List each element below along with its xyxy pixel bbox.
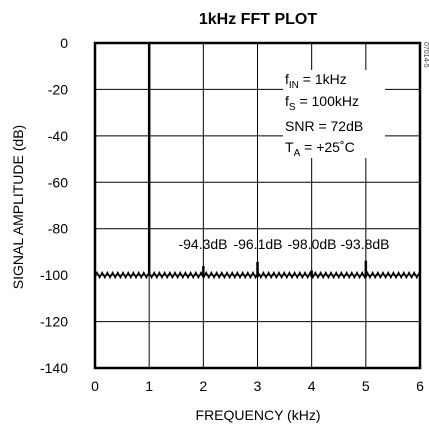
- y-tick-label: -140: [40, 360, 68, 376]
- chart-title: 1kHz FFT PLOT: [199, 11, 317, 28]
- x-tick-label: 2: [199, 378, 207, 394]
- plot-frame: [93, 41, 422, 370]
- y-tick-label: -100: [40, 267, 68, 283]
- y-tick-label: -20: [48, 81, 68, 97]
- y-tick-label: -120: [40, 314, 68, 330]
- y-axis-label: SIGNAL AMPLITUDE (dB): [10, 125, 26, 289]
- x-tick-label: 1: [145, 378, 153, 394]
- harmonic-label: -98.0dB: [287, 236, 336, 252]
- info-fin: fIN = 1kHz: [285, 71, 347, 91]
- info-fs: fS = 100kHz: [285, 93, 359, 113]
- y-tick-label: -40: [48, 128, 68, 144]
- harmonic-label: -93.8dB: [340, 236, 389, 252]
- harmonic-label: -96.1dB: [233, 236, 282, 252]
- info-ta: TA = +25˚C: [285, 139, 355, 159]
- harmonic-label: -94.3dB: [178, 236, 227, 252]
- x-tick-label: 6: [416, 378, 424, 394]
- y-tick-label: -60: [48, 174, 68, 190]
- fft-series: [94, 43, 421, 280]
- x-tick-label: 3: [254, 378, 262, 394]
- x-tick-label: 4: [308, 378, 316, 394]
- axis-ticks: 0 1 2 3 4 5 6 0 -20 -40 -60 -80 -100 -120 -140: [40, 35, 424, 394]
- harmonic-labels: -94.3dB -96.1dB -98.0dB -93.8dB: [178, 236, 389, 252]
- y-tick-label: 0: [60, 35, 68, 51]
- y-tick-label: -80: [48, 221, 68, 237]
- x-tick-label: 5: [362, 378, 370, 394]
- info-snr: SNR = 72dB: [285, 118, 363, 134]
- x-axis-label: FREQUENCY (kHz): [196, 407, 321, 423]
- info-box: fIN = 1kHz fS = 100kHz SNR = 72dB TA = +…: [283, 70, 385, 159]
- x-tick-label: 0: [91, 378, 99, 394]
- figure-code: 07014-5: [422, 42, 429, 68]
- info-box-bg: [283, 70, 385, 158]
